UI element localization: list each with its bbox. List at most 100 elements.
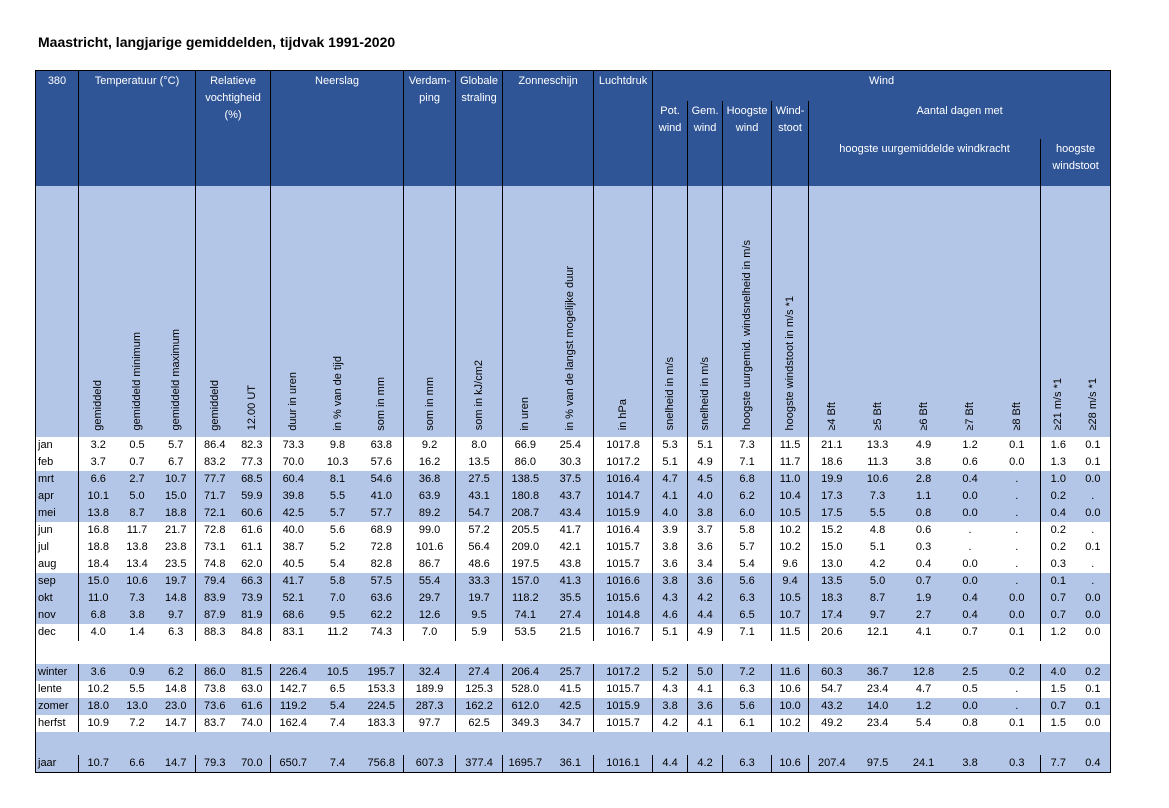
value-cell: 607.3: [403, 754, 456, 772]
header-cell: 380: [35, 70, 79, 186]
value-cell: 5.4: [329, 558, 346, 570]
value-cell: 1015.7: [593, 538, 653, 556]
value-cell: 756.8: [359, 754, 404, 772]
value-cell: 68.9: [370, 524, 392, 536]
value-cell: 4.2: [687, 589, 723, 607]
value-cell: 63.0: [241, 683, 263, 695]
value-cell: 20.6: [808, 623, 855, 641]
value-cell: 43.4: [547, 504, 594, 522]
value-cell: 5.7: [315, 504, 360, 522]
value-cell: 1.2: [1040, 623, 1076, 641]
row-label: jaar: [35, 754, 79, 772]
value-cell: 16.8: [78, 521, 118, 539]
column-label: gemiddeld maximum: [169, 329, 182, 431]
value-cell: 4.1: [652, 487, 688, 505]
value-cell: 5.6: [722, 697, 772, 715]
value-cell: 5.6: [329, 524, 346, 536]
value-cell: 1015.6: [593, 589, 653, 607]
column-header: ≥28 m/s *1: [1075, 185, 1111, 437]
value-cell: 41.7: [559, 524, 582, 536]
value-cell: 9.7: [156, 606, 196, 624]
column-header: ≥21 m/s *1: [1040, 185, 1076, 437]
column-header: gemiddeld: [78, 185, 118, 437]
value-cell: 61.6: [241, 524, 263, 536]
value-cell: 48.6: [455, 555, 503, 573]
value-cell: 73.1: [195, 538, 234, 556]
header-cell: Wind-stoot: [771, 100, 810, 186]
value-cell: 12.8: [900, 663, 947, 681]
value-cell: 56.4: [455, 538, 503, 556]
value-cell: 30.3: [559, 456, 582, 468]
value-cell: 1016.4: [593, 470, 653, 488]
value-cell: 0.7: [1040, 589, 1076, 607]
value-cell: 19.7: [156, 572, 196, 590]
header-cell: Gem. wind: [687, 100, 724, 186]
column-label: in % van de tijd: [331, 355, 344, 431]
value-cell: 5.2: [329, 541, 346, 553]
row-label: aug: [35, 555, 79, 573]
column-header: ≥6 Bft: [900, 185, 947, 437]
value-cell: 7.1: [722, 453, 772, 471]
value-cell: 54.7: [455, 504, 503, 522]
value-cell: 3.8: [652, 572, 688, 590]
value-cell: 6.7: [168, 456, 184, 468]
value-cell: 16.2: [403, 453, 456, 471]
value-cell: 14.8: [156, 589, 196, 607]
row-label: feb: [35, 453, 79, 471]
value-cell: 5.8: [315, 572, 360, 590]
value-cell: 0.0: [1075, 470, 1111, 488]
climate-table: 380 Temperatuur (°C) Relatieve vochtighe…: [34, 70, 1112, 773]
value-cell: 205.5: [502, 521, 548, 539]
value-cell: 3.4: [687, 555, 723, 573]
value-cell: 0.0: [1075, 504, 1111, 522]
value-cell: 10.6: [771, 680, 809, 698]
value-cell: 4.4: [687, 606, 723, 624]
value-cell: 5.0: [117, 487, 157, 505]
spacer-row: [34, 731, 1111, 755]
value-cell: .: [1015, 558, 1019, 570]
value-cell: 0.1: [1085, 439, 1101, 451]
value-cell: 0.0: [1085, 626, 1101, 638]
value-cell: 0.3: [993, 754, 1041, 772]
value-cell: .: [993, 572, 1041, 590]
value-cell: 71.7: [195, 487, 234, 505]
spacer-cell: [34, 640, 1111, 664]
value-cell: 9.2: [403, 436, 456, 454]
value-cell: 3.8: [946, 754, 994, 772]
value-cell: 25.7: [547, 663, 594, 681]
value-cell: 12.6: [403, 606, 456, 624]
value-cell: .: [1015, 524, 1019, 536]
value-cell: 33.3: [455, 572, 503, 590]
value-cell: 14.0: [854, 697, 901, 715]
value-cell: 37.5: [547, 470, 594, 488]
data-row: nov 6.8 3.8 9.7 87.9 81.9 68.6 9.5 62.2 12.6 9.5 74…: [35, 606, 1111, 624]
data-row: okt 11.0 7.3 14.8 83.9 73.9 52.1 7.0 63.6 29.7 19.…: [35, 589, 1111, 607]
value-cell: 74.1: [502, 606, 548, 624]
value-cell: 13.0: [808, 555, 855, 573]
header-row: Pot. wind Gem. wind Hoogste wind Wind-st…: [36, 100, 1112, 186]
value-cell: 0.8: [962, 717, 978, 729]
value-cell: 1016.6: [593, 572, 653, 590]
column-header: duur in uren: [270, 185, 316, 437]
value-cell: 41.5: [559, 683, 582, 695]
header-cell: hoogste windstoot: [1040, 138, 1112, 186]
value-cell: 7.7: [1040, 754, 1076, 772]
column-header: gemiddeld maximum: [156, 185, 196, 437]
value-cell: 15.0: [78, 572, 118, 590]
value-cell: 13.4: [126, 558, 148, 570]
value-cell: 18.3: [808, 589, 855, 607]
value-cell: 63.9: [403, 487, 456, 505]
value-cell: 66.3: [233, 572, 271, 590]
column-label: duur in uren: [287, 371, 300, 431]
value-cell: 4.1: [687, 714, 723, 732]
value-cell: 27.4: [547, 606, 594, 624]
value-cell: 3.7: [687, 521, 723, 539]
column-label: som in mm: [375, 376, 388, 431]
value-cell: 4.2: [869, 558, 886, 570]
value-cell: 27.4: [455, 663, 503, 681]
value-cell: 18.8: [78, 538, 118, 556]
value-cell: 11.2: [327, 626, 348, 638]
value-cell: 6.8: [722, 470, 772, 488]
value-cell: 82.3: [241, 439, 263, 451]
